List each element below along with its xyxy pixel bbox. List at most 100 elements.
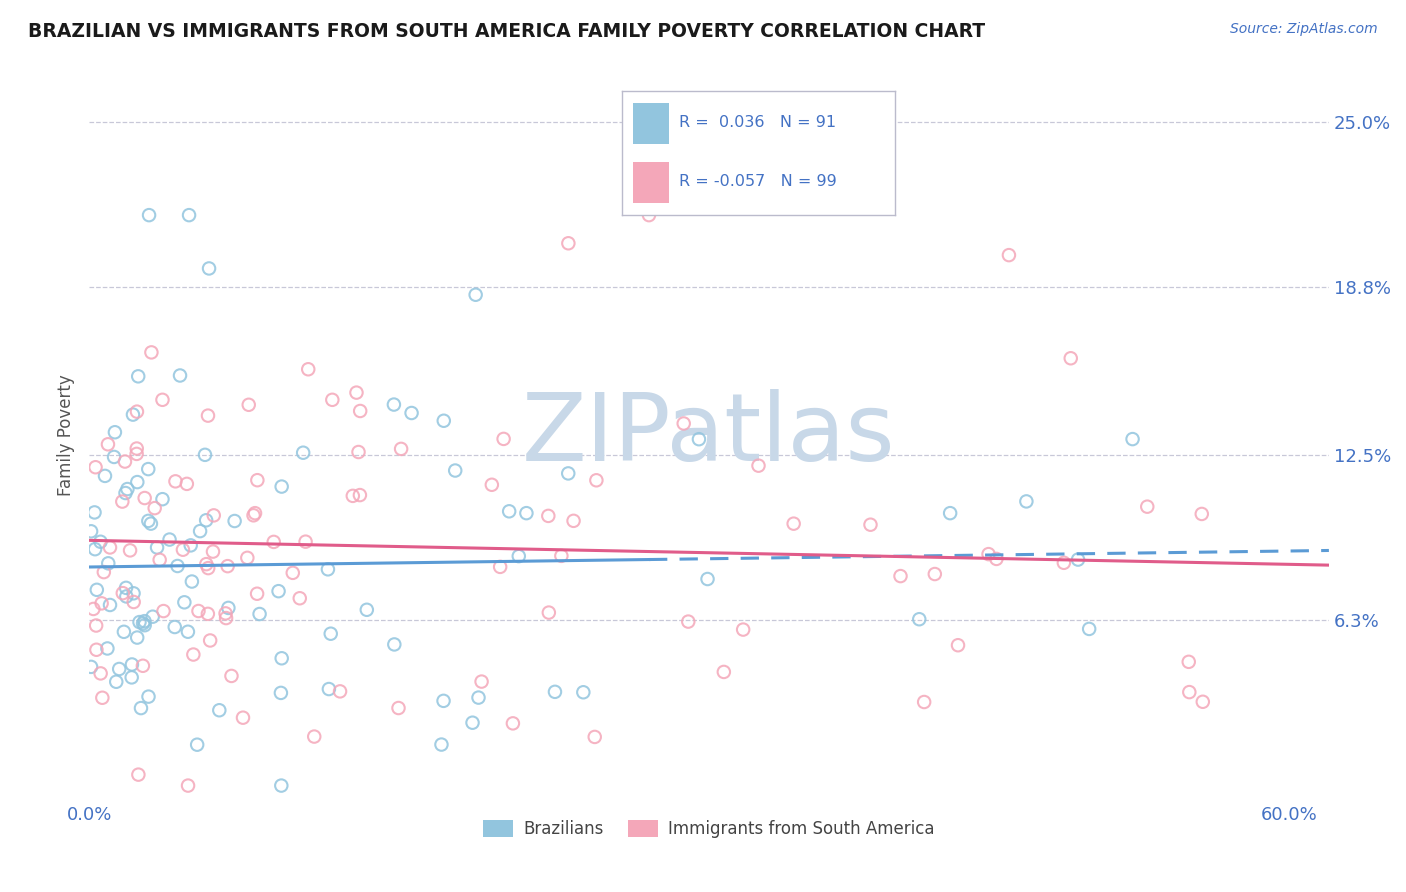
Point xyxy=(292,446,315,460)
Point xyxy=(243,506,266,520)
Point xyxy=(382,637,405,651)
Point xyxy=(347,445,370,459)
Point xyxy=(108,662,131,676)
Point xyxy=(1067,552,1090,566)
Point xyxy=(1122,432,1144,446)
Point xyxy=(188,524,211,538)
Point xyxy=(132,616,155,631)
Point xyxy=(433,414,456,428)
Point xyxy=(201,544,224,558)
Point xyxy=(127,767,149,781)
Point xyxy=(111,586,134,600)
Point xyxy=(136,462,159,476)
Point xyxy=(356,603,378,617)
Point xyxy=(585,473,607,487)
Point xyxy=(1060,351,1083,366)
Point xyxy=(908,612,931,626)
Point xyxy=(120,543,142,558)
Point xyxy=(939,506,962,520)
Point xyxy=(122,586,145,600)
Point xyxy=(142,609,165,624)
Point xyxy=(143,501,166,516)
Point xyxy=(572,685,595,699)
Point xyxy=(270,651,292,665)
Point xyxy=(134,618,156,632)
Point xyxy=(103,450,125,464)
Point xyxy=(537,606,560,620)
Point xyxy=(678,615,700,629)
Point xyxy=(562,514,585,528)
Point xyxy=(638,208,661,222)
Point xyxy=(537,508,560,523)
Point xyxy=(125,442,148,456)
Point xyxy=(236,550,259,565)
Point xyxy=(194,448,217,462)
Point xyxy=(176,476,198,491)
Point xyxy=(242,508,264,523)
Point xyxy=(859,517,882,532)
Point xyxy=(464,287,486,301)
Point xyxy=(1015,494,1038,508)
Point xyxy=(461,715,484,730)
Point xyxy=(232,711,254,725)
Point xyxy=(1177,655,1199,669)
Point xyxy=(713,665,735,679)
Point xyxy=(318,681,340,696)
Point xyxy=(97,557,120,571)
Point xyxy=(97,437,120,451)
Point xyxy=(946,638,969,652)
Point xyxy=(172,542,194,557)
Point xyxy=(198,633,221,648)
Point xyxy=(180,574,202,589)
Point xyxy=(111,494,134,508)
Point xyxy=(672,417,695,431)
Point xyxy=(747,458,769,473)
Point xyxy=(183,648,205,662)
Point xyxy=(270,779,292,793)
Point xyxy=(342,489,364,503)
Point xyxy=(93,565,115,579)
Text: BRAZILIAN VS IMMIGRANTS FROM SOUTH AMERICA FAMILY POVERTY CORRELATION CHART: BRAZILIAN VS IMMIGRANTS FROM SOUTH AMERI… xyxy=(28,22,986,41)
Y-axis label: Family Poverty: Family Poverty xyxy=(58,374,75,496)
Point xyxy=(177,779,200,793)
Point xyxy=(125,404,148,418)
Point xyxy=(197,409,219,423)
Point xyxy=(217,601,239,615)
Point xyxy=(80,660,103,674)
Point xyxy=(1053,556,1076,570)
Point xyxy=(149,553,172,567)
Point xyxy=(246,473,269,487)
Point xyxy=(187,604,209,618)
Point xyxy=(121,670,143,684)
Point xyxy=(346,385,368,400)
Point xyxy=(84,618,107,632)
Point xyxy=(138,690,160,704)
Point xyxy=(139,516,162,531)
Point xyxy=(1191,507,1213,521)
Point xyxy=(127,631,149,645)
Point xyxy=(202,508,225,523)
Point xyxy=(270,479,292,493)
Point xyxy=(912,695,935,709)
Point xyxy=(288,591,311,606)
Point xyxy=(94,469,117,483)
Point xyxy=(215,611,238,625)
Point xyxy=(1178,685,1201,699)
Point xyxy=(270,686,292,700)
Point xyxy=(696,572,718,586)
Point xyxy=(221,669,243,683)
Point xyxy=(1191,695,1213,709)
Point xyxy=(498,504,520,518)
Point xyxy=(217,559,239,574)
Point xyxy=(146,541,169,555)
Point xyxy=(316,562,339,576)
Point xyxy=(177,624,200,639)
Point xyxy=(557,467,579,481)
Point xyxy=(197,607,219,621)
Point xyxy=(127,369,149,384)
Point xyxy=(115,590,138,604)
Point xyxy=(80,524,103,539)
Point xyxy=(105,674,128,689)
Point xyxy=(112,624,135,639)
Point xyxy=(281,566,304,580)
